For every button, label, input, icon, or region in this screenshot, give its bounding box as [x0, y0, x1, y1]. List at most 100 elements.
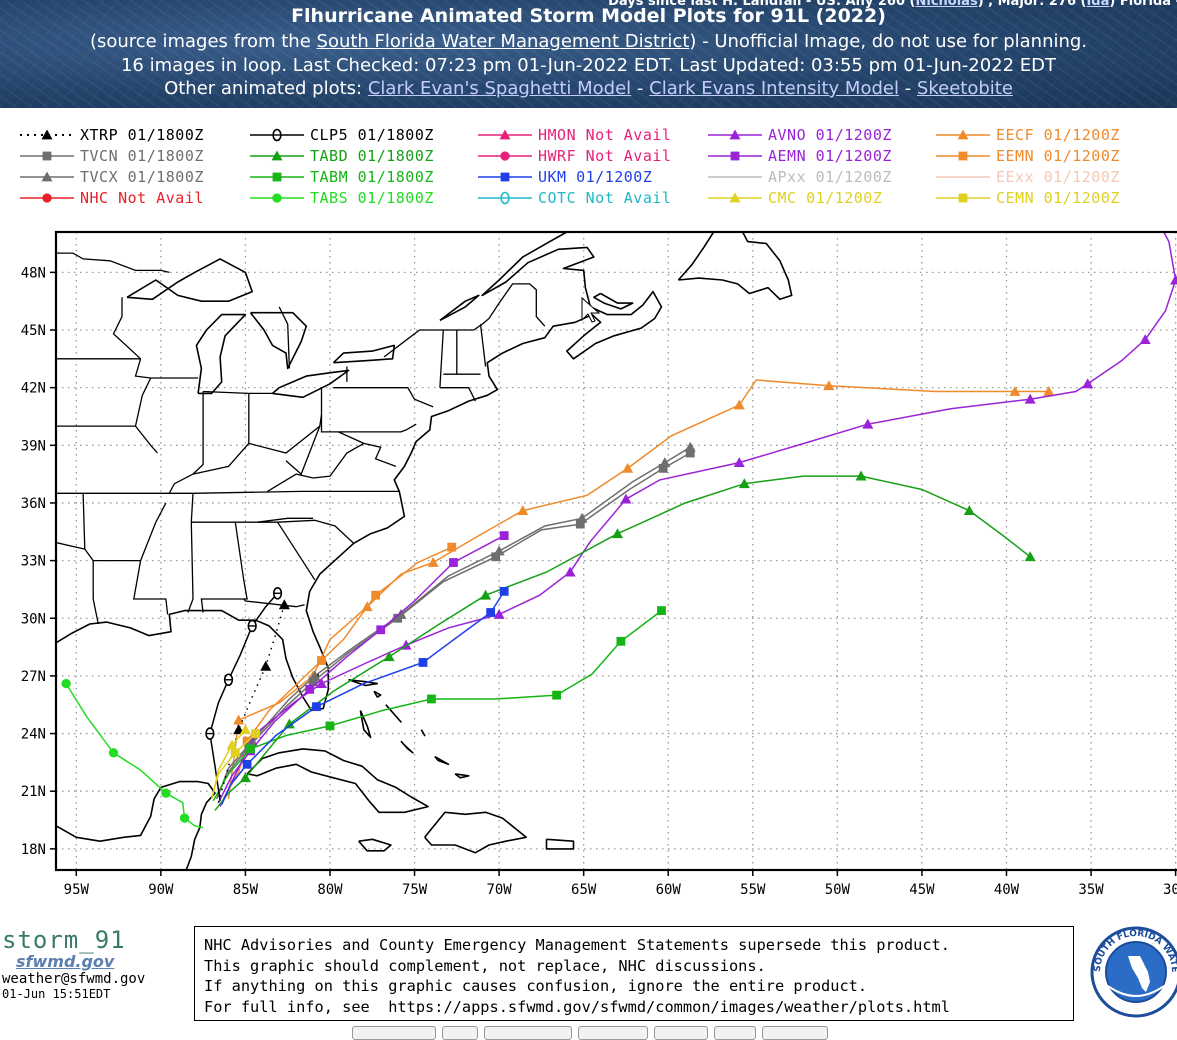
track-marker-icon	[251, 729, 260, 738]
coastline-segment	[195, 313, 247, 395]
legend-entry-cmc: CMC 01/1200Z	[706, 189, 882, 207]
track-marker-icon	[312, 702, 321, 712]
track-marker-icon	[108, 748, 119, 758]
legend-label: CMC 01/1200Z	[768, 189, 883, 207]
loop-controls	[352, 1026, 828, 1040]
landfall-text-post: ) Florida -	[1109, 0, 1177, 9]
lat-label: 30N	[21, 611, 46, 627]
track-marker-icon	[1153, 217, 1164, 227]
track-marker-icon	[620, 493, 632, 504]
track-line	[210, 733, 257, 800]
legend-entry-tvcx: TVCX 01/1800Z	[18, 168, 204, 186]
loop-button[interactable]	[762, 1026, 828, 1040]
track-ukm	[221, 586, 509, 806]
loop-button[interactable]	[442, 1026, 478, 1040]
track-marker-icon	[733, 399, 745, 410]
track-marker-icon	[499, 531, 509, 541]
legend-entry-avno: AVNO 01/1200Z	[706, 126, 892, 144]
track-tabd	[214, 470, 1036, 811]
lon-label: 45W	[909, 882, 935, 898]
spaghetti-model-link[interactable]: Clark Evan's Spaghetti Model	[367, 78, 632, 99]
source-pre: (source images from the	[89, 31, 317, 52]
track-line	[214, 475, 1031, 811]
legend-label: TABS 01/1800Z	[310, 189, 434, 207]
track-line	[217, 446, 691, 796]
legend-marker-icon	[958, 151, 968, 161]
legend-marker-icon	[41, 171, 53, 182]
loop-button[interactable]	[714, 1026, 756, 1040]
track-marker-icon	[499, 586, 509, 596]
track-marker-icon	[278, 599, 290, 610]
track-tabs	[61, 678, 204, 829]
track-marker-icon	[1009, 386, 1021, 396]
legend-marker-icon	[500, 191, 510, 205]
track-marker-icon	[855, 470, 867, 481]
legend-label: UKM 01/1200Z	[538, 168, 653, 186]
legend-entry-eecf: EECF 01/1200Z	[934, 126, 1120, 144]
loop-button[interactable]	[352, 1026, 436, 1040]
coastline-segment	[439, 294, 480, 322]
page-title: Flhurricane Animated Storm Model Plots f…	[291, 5, 886, 27]
landfall-link-ida[interactable]: Ida	[1086, 0, 1110, 9]
track-marker-icon	[376, 625, 386, 635]
legend-swatch	[708, 129, 762, 140]
coastline-segment	[56, 780, 216, 870]
page-header: Days since last H. Landfall - US: Any 26…	[0, 0, 1177, 108]
loop-button[interactable]	[654, 1026, 708, 1040]
lon-label: 90W	[148, 882, 174, 898]
state-border	[190, 493, 194, 523]
track-marker-icon	[616, 636, 626, 646]
track-marker-icon	[493, 608, 505, 619]
coastline-segment	[358, 838, 392, 852]
coastline-segment	[348, 679, 379, 687]
track-marker-icon	[486, 608, 496, 617]
track-marker-icon	[491, 552, 501, 562]
loop-button[interactable]	[484, 1026, 572, 1040]
legend-entry-cotc: COTC Not Avail	[476, 189, 671, 207]
landfall-link-nicholas[interactable]: Nicholas	[915, 0, 978, 9]
legend-label: CLP5 01/1800Z	[310, 126, 434, 144]
lat-label: 33N	[21, 554, 46, 570]
sfwmd-seal-logo: SOUTH FLORIDA WATER MANAGEMENT DISTRICT	[1088, 916, 1177, 1018]
track-marker-icon	[239, 772, 251, 783]
state-border	[155, 502, 167, 523]
legend-entry-xtrp: XTRP 01/1800Z	[18, 126, 204, 144]
sfwmd-site: sfwmd.gov	[16, 952, 115, 971]
track-line	[222, 546, 453, 800]
lat-label: 18N	[21, 842, 46, 858]
source-post: ) - Unofficial Image, do not use for pla…	[689, 31, 1088, 52]
skeetobite-link[interactable]: Skeetobite	[916, 78, 1013, 99]
state-borders	[56, 252, 546, 625]
loop-button[interactable]	[578, 1026, 648, 1040]
lat-label: 21N	[21, 784, 46, 800]
lon-label: 80W	[317, 882, 343, 898]
track-marker-icon	[493, 545, 505, 556]
storm-track-map: 48N 45N 42N 39N 36N 33N 30N 27N 24N 21N 18N 95W 90W 8…	[0, 214, 1177, 904]
track-clp5	[205, 586, 283, 801]
landfall-text-mid: ) , Major: 276 (	[977, 0, 1087, 9]
track-marker-icon	[418, 658, 428, 667]
track-marker-icon	[622, 462, 634, 473]
intensity-model-link[interactable]: Clark Evans Intensity Model	[649, 78, 899, 99]
lon-label: 60W	[656, 882, 682, 898]
lat-label: 42N	[21, 381, 46, 397]
track-marker-icon	[684, 441, 696, 452]
coastline-segment	[434, 755, 450, 766]
separator: -	[898, 78, 917, 99]
state-border	[383, 283, 546, 358]
sfwmd-link[interactable]: South Florida Water Management District	[316, 31, 690, 52]
legend-swatch	[478, 129, 532, 140]
track-marker-icon	[1043, 386, 1055, 396]
track-cemn	[210, 729, 260, 800]
legend-marker-icon	[958, 193, 968, 203]
legend-marker-icon	[271, 150, 283, 161]
track-line	[227, 379, 1049, 799]
lon-label: 40W	[994, 882, 1020, 898]
track-marker-icon	[317, 656, 326, 665]
coastline-segment	[400, 740, 414, 754]
legend-swatch	[250, 172, 304, 182]
legend-swatch	[478, 151, 532, 161]
state-border	[338, 431, 397, 468]
axis-labels: 48N 45N 42N 39N 36N 33N 30N 27N 24N 21N 18N 95W 90W 8…	[21, 265, 1177, 898]
legend-label: TABD 01/1800Z	[310, 147, 434, 165]
